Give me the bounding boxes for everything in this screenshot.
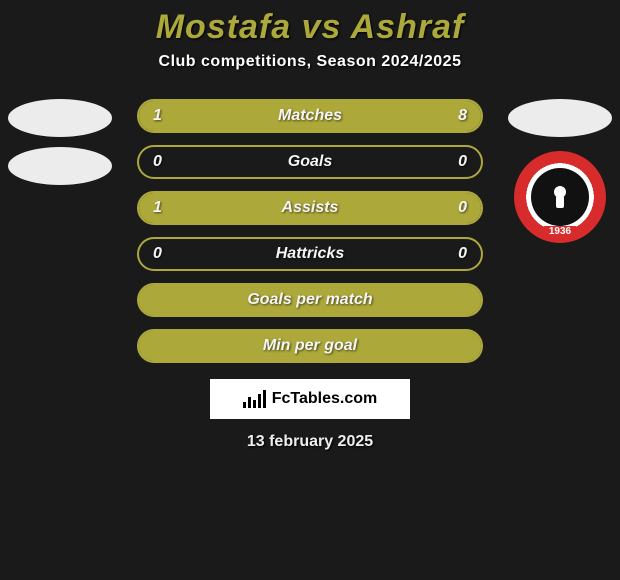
stat-row-goals: Goals 0 0 — [137, 145, 483, 179]
right-player-column: 1936 — [500, 99, 620, 247]
page-title: Mostafa vs Ashraf — [156, 8, 465, 47]
left-player-club-logo — [8, 147, 112, 185]
comparison-card: Mostafa vs Ashraf Club competitions, Sea… — [0, 0, 620, 580]
stat-row-goals-per-match: Goals per match — [137, 283, 483, 317]
stat-row-matches: Matches 1 8 — [137, 99, 483, 133]
stat-row-assists: Assists 1 0 — [137, 191, 483, 225]
stat-value-left: 0 — [153, 245, 162, 263]
right-player-avatar — [508, 99, 612, 137]
stat-rows: Matches18Goals00Assists10Hattricks00Goal… — [137, 99, 483, 363]
stat-label: Min per goal — [263, 337, 357, 355]
left-player-avatar — [8, 99, 112, 137]
stat-label: Goals — [288, 153, 332, 171]
stat-value-right: 8 — [458, 107, 467, 125]
footer-date: 13 february 2025 — [247, 433, 373, 451]
club-badge-inner — [531, 168, 589, 226]
stat-row-min-per-goal: Min per goal — [137, 329, 483, 363]
stat-value-left: 0 — [153, 153, 162, 171]
stat-value-right: 0 — [458, 153, 467, 171]
stat-value-right: 0 — [458, 245, 467, 263]
stat-value-left: 1 — [153, 199, 162, 217]
fctables-logo[interactable]: FcTables.com — [210, 379, 410, 419]
right-player-club-logo: 1936 — [510, 147, 610, 247]
stat-label: Goals per match — [247, 291, 372, 309]
stat-value-left: 1 — [153, 107, 162, 125]
stat-label: Hattricks — [276, 245, 344, 263]
stat-value-right: 0 — [458, 199, 467, 217]
club-badge-icon — [545, 182, 575, 212]
chart-icon — [243, 390, 266, 408]
comparison-area: Matches18Goals00Assists10Hattricks00Goal… — [0, 99, 620, 363]
fctables-logo-text: FcTables.com — [272, 390, 378, 408]
stat-row-hattricks: Hattricks 0 0 — [137, 237, 483, 271]
left-player-column — [0, 99, 120, 185]
stat-label: Assists — [282, 199, 339, 217]
stat-label: Matches — [278, 107, 342, 125]
page-subtitle: Club competitions, Season 2024/2025 — [159, 53, 462, 71]
club-badge-year: 1936 — [543, 226, 577, 237]
